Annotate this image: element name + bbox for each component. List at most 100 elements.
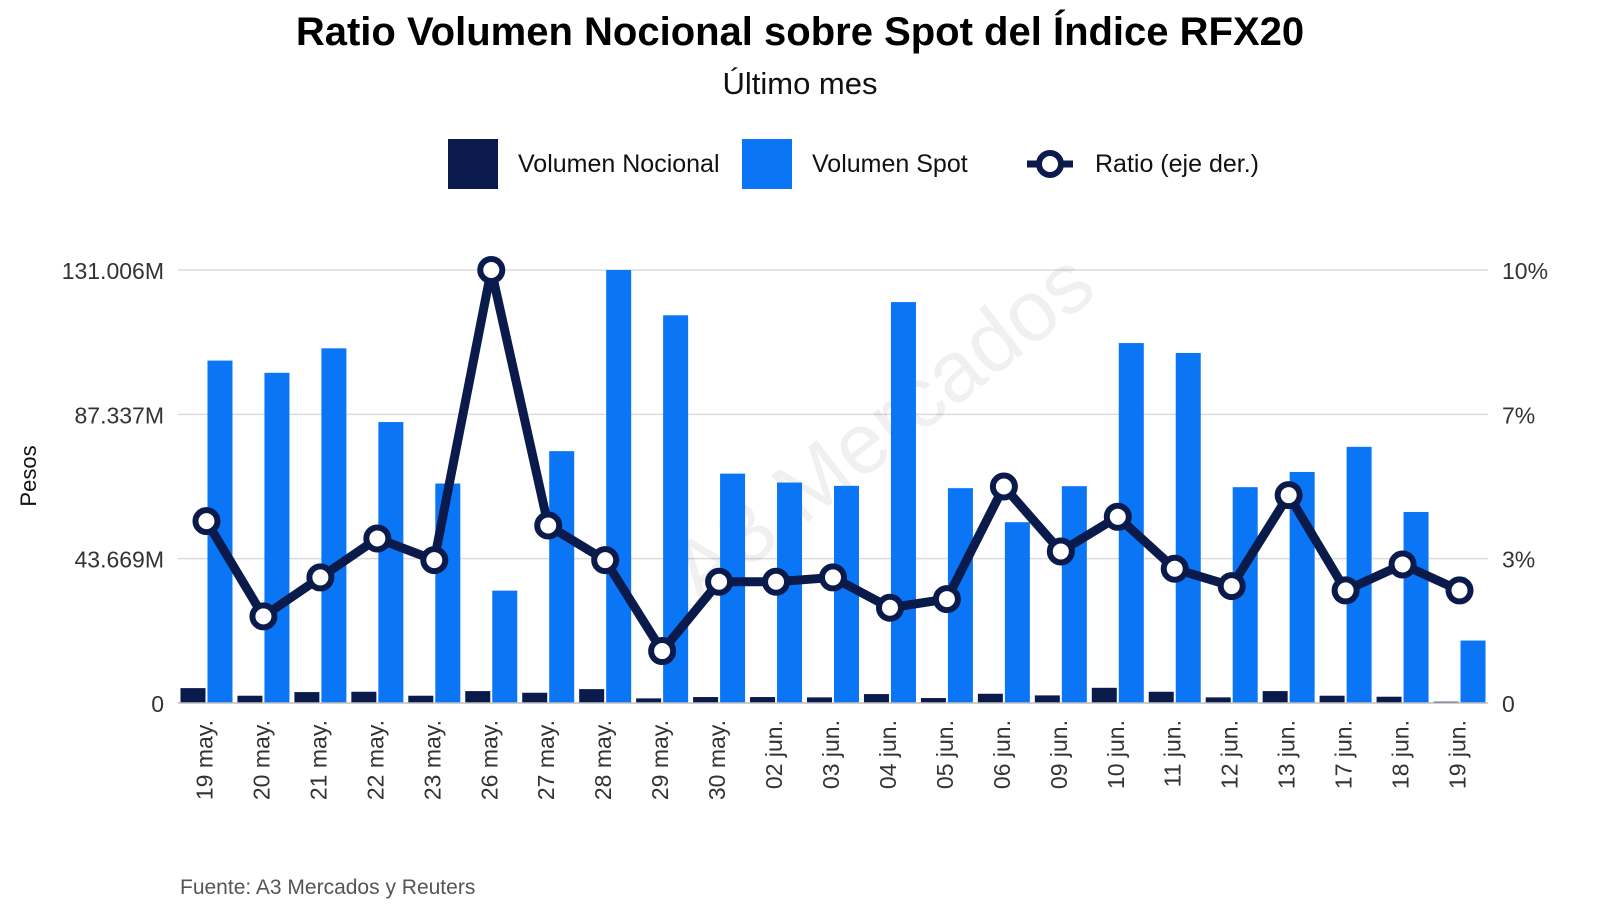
ratio-point bbox=[1331, 576, 1360, 605]
bar-volumen-nocional bbox=[1262, 691, 1288, 703]
bar-volumen-spot bbox=[834, 485, 859, 703]
bar-volumen-nocional bbox=[920, 698, 946, 703]
legend-label: Ratio (eje der.) bbox=[1095, 149, 1259, 178]
x-tick-label: 05 jun. bbox=[932, 720, 958, 789]
legend-label: Volumen Spot bbox=[812, 149, 968, 178]
x-tick-label: 23 may. bbox=[419, 720, 445, 800]
x-tick-label: 13 jun. bbox=[1274, 720, 1300, 789]
bar-volumen-nocional bbox=[807, 697, 832, 703]
bar-volumen-spot bbox=[606, 270, 632, 703]
bar-volumen-nocional bbox=[693, 697, 719, 703]
bar-volumen-nocional bbox=[351, 691, 377, 703]
ratio-point bbox=[762, 567, 791, 596]
y-tick-label-left: 87.337M bbox=[74, 402, 164, 428]
x-tick-label: 06 jun. bbox=[989, 720, 1015, 789]
x-tick-label: 03 jun. bbox=[818, 720, 844, 789]
bar-volumen-nocional bbox=[1205, 697, 1231, 703]
bar-volumen-nocional bbox=[1319, 695, 1345, 703]
x-tick-label: 19 jun. bbox=[1445, 720, 1471, 789]
chart-title: Ratio Volumen Nocional sobre Spot del Ín… bbox=[295, 10, 1305, 54]
x-tick-label: 28 may. bbox=[590, 720, 616, 800]
bar-volumen-spot bbox=[1403, 511, 1429, 703]
bar-volumen-nocional bbox=[294, 692, 320, 703]
source-note: Fuente: A3 Mercados y Reuters bbox=[180, 876, 476, 899]
bar-volumen-spot bbox=[1061, 486, 1087, 703]
ratio-point bbox=[819, 563, 847, 592]
y-tick-label-right: 3% bbox=[1502, 547, 1535, 573]
x-tick-label: 18 jun. bbox=[1388, 720, 1414, 789]
ratio-point bbox=[932, 585, 961, 614]
bar-volumen-nocional bbox=[1148, 691, 1174, 703]
y-axis-label: Pesos bbox=[16, 445, 41, 506]
ratio-point bbox=[420, 546, 449, 575]
bar-volumen-nocional bbox=[863, 694, 889, 703]
bar-volumen-spot bbox=[1175, 352, 1201, 703]
y-tick-label-right: 10% bbox=[1502, 258, 1548, 284]
bar-volumen-spot bbox=[890, 302, 916, 703]
y-tick-label-right: 0 bbox=[1502, 691, 1515, 717]
bar-volumen-nocional bbox=[522, 692, 548, 703]
bar-volumen-nocional bbox=[977, 693, 1003, 703]
bar-volumen-nocional bbox=[1376, 696, 1402, 703]
y-tick-label-left: 0 bbox=[151, 691, 164, 717]
ratio-point bbox=[1217, 572, 1246, 601]
x-tick-label: 11 jun. bbox=[1160, 720, 1186, 787]
x-tick-label: 19 may. bbox=[191, 720, 217, 800]
x-tick-label: 10 jun. bbox=[1103, 720, 1129, 789]
x-tick-label: 04 jun. bbox=[875, 720, 901, 789]
bar-volumen-spot bbox=[378, 422, 404, 703]
y-tick-label-left: 43.669M bbox=[74, 547, 164, 573]
ratio-point bbox=[705, 567, 734, 596]
bar-volumen-nocional bbox=[237, 695, 263, 703]
bar-volumen-nocional bbox=[579, 689, 605, 703]
ratio-point bbox=[534, 511, 563, 540]
ratio-point bbox=[591, 546, 620, 575]
bar-volumen-nocional bbox=[408, 695, 434, 703]
bar-volumen-spot bbox=[321, 348, 347, 703]
x-tick-label: 21 may. bbox=[305, 720, 331, 800]
legend-item-volumen-spot: Volumen Spot bbox=[742, 138, 968, 190]
x-tick-label: 12 jun. bbox=[1217, 720, 1243, 789]
legend-item-ratio: Ratio (eje der.) bbox=[1025, 138, 1259, 190]
bar-volumen-nocional bbox=[1034, 695, 1060, 703]
bar-volumen-nocional bbox=[465, 691, 491, 703]
x-tick-label: 26 may. bbox=[476, 720, 502, 800]
bar-volumen-spot bbox=[264, 372, 290, 703]
legend: Volumen Nocional Volumen Spot Ratio (eje… bbox=[0, 138, 1600, 190]
ratio-point bbox=[1160, 554, 1189, 583]
bar-volumen-spot bbox=[549, 451, 575, 703]
ratio-point bbox=[989, 472, 1018, 501]
ratio-point bbox=[1445, 576, 1474, 605]
chart-subtitle: Último mes bbox=[722, 66, 878, 101]
bar-volumen-nocional bbox=[180, 688, 206, 703]
x-tick-label: 29 may. bbox=[647, 720, 673, 800]
y-tick-label-left: 131.006M bbox=[62, 258, 164, 284]
bar-volumen-nocional bbox=[1091, 687, 1117, 703]
bar-volumen-spot bbox=[1460, 640, 1486, 703]
ratio-point bbox=[1046, 537, 1075, 566]
ratio-point bbox=[648, 637, 677, 666]
x-tick-label: 30 may. bbox=[704, 720, 730, 800]
x-tick-label: 20 may. bbox=[248, 720, 274, 800]
legend-item-volumen-nocional: Volumen Nocional bbox=[448, 138, 720, 190]
ratio-point bbox=[1388, 550, 1417, 579]
legend-swatch-ratio-icon bbox=[1027, 150, 1073, 178]
ratio-point bbox=[249, 602, 278, 631]
ratio-point bbox=[1274, 481, 1303, 510]
bar-volumen-spot bbox=[1346, 446, 1372, 703]
bar-volumen-spot bbox=[492, 590, 518, 703]
x-tick-label: 27 may. bbox=[533, 720, 559, 800]
legend-label: Volumen Nocional bbox=[518, 149, 720, 178]
ratio-point bbox=[875, 593, 904, 622]
x-tick-label: 02 jun. bbox=[761, 720, 787, 789]
ratio-point bbox=[192, 507, 221, 536]
bar-volumen-nocional bbox=[750, 697, 776, 703]
bar-volumen-spot bbox=[1004, 522, 1030, 703]
x-tick-label: 09 jun. bbox=[1046, 720, 1072, 789]
legend-swatch-volumen-spot bbox=[742, 139, 792, 189]
ratio-point bbox=[363, 524, 392, 553]
ratio-point bbox=[306, 563, 335, 592]
legend-swatch-volumen-nocional bbox=[448, 139, 498, 189]
y-tick-label-right: 7% bbox=[1502, 402, 1535, 428]
